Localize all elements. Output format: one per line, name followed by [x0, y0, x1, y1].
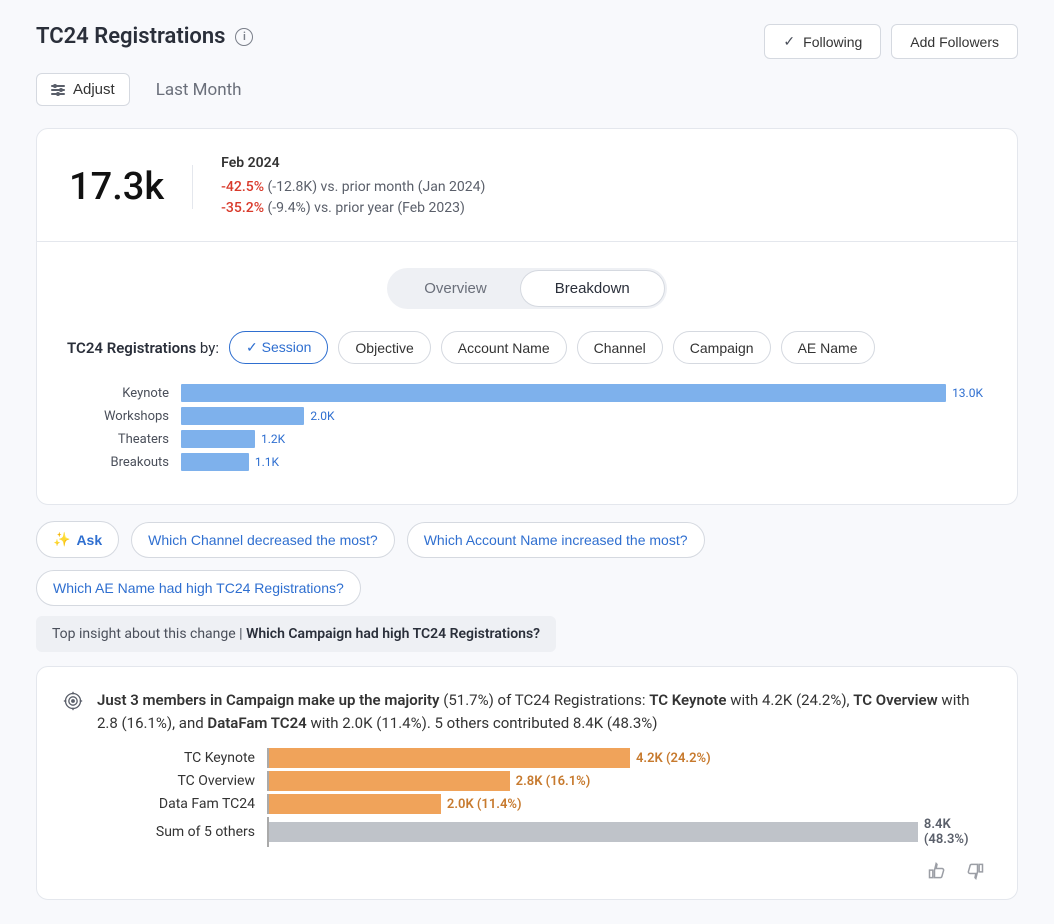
campaign-bar-chart: TC Keynote 4.2K (24.2%) TC Overview 2.8K (1…	[63, 748, 991, 847]
bar-value: 2.0K	[310, 409, 334, 423]
kpi-comparison-year: -35.2% (-9.4%) vs. prior year (Feb 2023)	[221, 198, 485, 219]
bar	[269, 771, 510, 791]
check-icon: ✓	[783, 33, 795, 50]
ask-button[interactable]: ✨ Ask	[36, 521, 119, 558]
chart-bar-row: TC Overview 2.8K (16.1%)	[97, 771, 991, 791]
adjust-label: Adjust	[73, 81, 115, 98]
suggested-question[interactable]: Which Account Name increased the most?	[407, 522, 705, 558]
add-followers-label: Add Followers	[910, 34, 999, 50]
kpi-value: 17.3k	[69, 165, 193, 209]
session-bar-chart: Keynote 13.0K Workshops 2.0K Theaters 1.2K Bre…	[61, 384, 993, 471]
thumbs-down-icon[interactable]	[965, 861, 985, 881]
bar-value: 2.8K (16.1%)	[516, 774, 591, 789]
suggested-question[interactable]: Which Channel decreased the most?	[131, 522, 395, 558]
segmented-control: Overview Breakdown	[387, 268, 667, 309]
bar	[181, 453, 249, 471]
filter-pill-account-name[interactable]: Account Name	[441, 331, 567, 364]
bar-value: 1.2K	[261, 432, 285, 446]
bar-label: TC Overview	[97, 773, 267, 789]
filter-pill-ae-name[interactable]: AE Name	[781, 331, 875, 364]
chart-bar-row: Sum of 5 others 8.4K (48.3%)	[97, 817, 991, 847]
filter-pill-session[interactable]: Session	[229, 331, 328, 364]
tab-overview[interactable]: Overview	[390, 271, 521, 306]
main-card: 17.3k Feb 2024 -42.5% (-12.8K) vs. prior…	[36, 128, 1018, 505]
bar-value: 13.0K	[952, 386, 983, 400]
bar-label: Keynote	[61, 386, 181, 401]
target-icon	[63, 691, 83, 711]
bar-value: 2.0K (11.4%)	[447, 797, 522, 812]
info-icon[interactable]: i	[235, 28, 253, 46]
chart-bar-row: TC Keynote 4.2K (24.2%)	[97, 748, 991, 768]
bar-label: TC Keynote	[97, 750, 267, 766]
filter-pill-objective[interactable]: Objective	[338, 331, 430, 364]
bar-value: 1.1K	[255, 455, 279, 469]
bar	[181, 430, 255, 448]
chart-bar-row: Data Fam TC24 2.0K (11.4%)	[97, 794, 991, 814]
insight-card: Just 3 members in Campaign make up the m…	[36, 666, 1018, 900]
kpi-date: Feb 2024	[221, 155, 485, 171]
kpi-section: 17.3k Feb 2024 -42.5% (-12.8K) vs. prior…	[37, 129, 1017, 242]
chart-bar-row: Breakouts 1.1K	[61, 453, 983, 471]
bar	[181, 407, 304, 425]
tab-breakdown[interactable]: Breakdown	[521, 271, 664, 306]
date-range[interactable]: Last Month	[156, 80, 242, 100]
sparkle-icon: ✨	[53, 531, 70, 548]
top-insight-pill[interactable]: Top insight about this change | Which Ca…	[36, 616, 556, 652]
bar-label: Breakouts	[61, 455, 181, 470]
suggested-question[interactable]: Which AE Name had high TC24 Registration…	[36, 570, 361, 606]
page-title: TC24 Registrations	[36, 24, 225, 49]
bar-value: 4.2K (24.2%)	[636, 751, 711, 766]
bar	[269, 748, 630, 768]
bar-label: Data Fam TC24	[97, 796, 267, 812]
kpi-comparison-month: -42.5% (-12.8K) vs. prior month (Jan 202…	[221, 177, 485, 198]
filter-pill-channel[interactable]: Channel	[577, 331, 663, 364]
insight-text: Just 3 members in Campaign make up the m…	[97, 689, 991, 734]
chart-bar-row: Theaters 1.2K	[61, 430, 983, 448]
filter-pill-campaign[interactable]: Campaign	[673, 331, 771, 364]
bar-value: 8.4K (48.3%)	[924, 817, 991, 847]
sliders-icon	[51, 85, 65, 95]
following-button[interactable]: ✓ Following	[764, 24, 881, 59]
chart-bar-row: Keynote 13.0K	[61, 384, 983, 402]
bar	[181, 384, 946, 402]
by-label: TC24 Registrations by:	[67, 339, 219, 357]
chart-bar-row: Workshops 2.0K	[61, 407, 983, 425]
bar-label: Theaters	[61, 432, 181, 447]
following-label: Following	[803, 34, 862, 50]
bar	[269, 794, 441, 814]
adjust-button[interactable]: Adjust	[36, 73, 130, 106]
bar-label: Workshops	[61, 409, 181, 424]
bar-label: Sum of 5 others	[97, 824, 267, 840]
add-followers-button[interactable]: Add Followers	[891, 24, 1018, 59]
bar	[269, 822, 918, 842]
thumbs-up-icon[interactable]	[927, 861, 947, 881]
